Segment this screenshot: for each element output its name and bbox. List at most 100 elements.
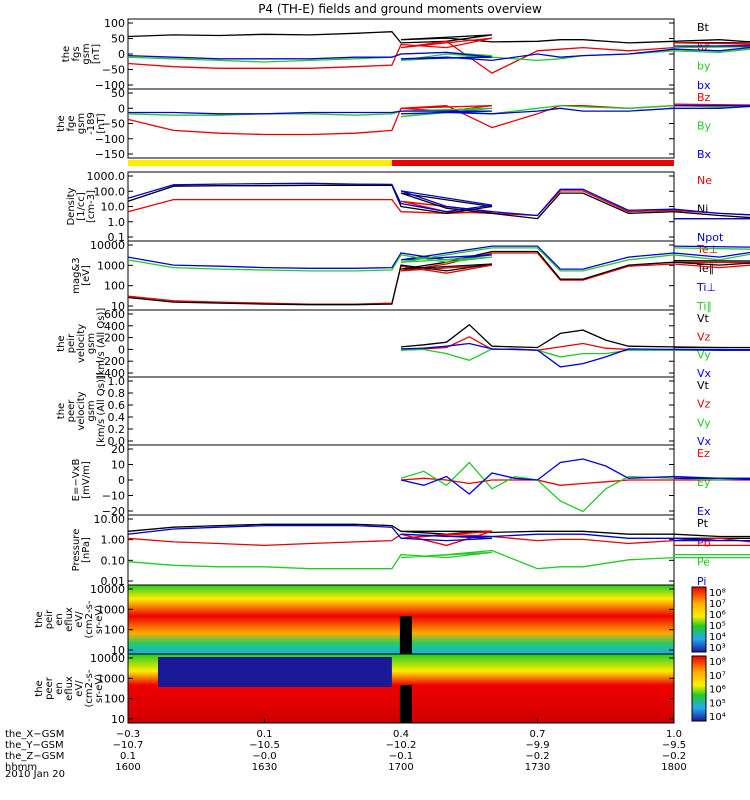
panel-fge: 50 0 −50 −100 −150 the fge gsm -189 [nT] Bz By Bx	[56, 87, 750, 161]
x-row-value: −0.1	[389, 751, 413, 762]
peir_spec-colorbar	[691, 586, 707, 653]
y-tick-label: 1.0	[108, 375, 126, 388]
y-axis-label: peer	[66, 399, 77, 423]
y-tick-label: −20	[102, 505, 125, 518]
y-axis-label: gsm	[81, 43, 92, 64]
mode-bar	[128, 160, 674, 166]
y-tick-label: 10000	[90, 239, 125, 252]
y-axis-label: peir	[66, 333, 77, 353]
colorbar-tick-label: 10³	[709, 643, 726, 654]
y-tick-label: 10	[111, 644, 125, 657]
fge-frame	[127, 88, 675, 159]
y-axis-label: sr-eV)	[94, 674, 105, 703]
y-axis-label: the	[61, 46, 72, 62]
x-row-value: −0.3	[116, 729, 140, 740]
y-axis-label: eV/	[74, 611, 85, 628]
colorbar-tick-label: 10⁸	[709, 588, 726, 599]
y-axis-label: the	[34, 680, 45, 696]
y-axis-label: the	[56, 403, 67, 419]
y-tick-label: 50	[111, 33, 125, 46]
legend-peir_vel-1: Vz	[697, 330, 711, 343]
series-fgs-bx	[127, 45, 750, 62]
x-row-value: 1800	[661, 762, 686, 773]
mode-bar-fast-survey	[391, 160, 674, 166]
legend-density-1: Ni	[697, 203, 708, 216]
x-row-value: 0.1	[120, 751, 136, 762]
plot-title: P4 (TH-E) fields and ground moments over…	[258, 2, 542, 16]
peer_vel-frame	[127, 376, 675, 446]
y-axis-label: peer	[44, 676, 55, 700]
colorbar-tick-label: 10⁴	[709, 712, 726, 723]
legend-fge-1: By	[697, 120, 712, 133]
peir_vel-frame	[127, 309, 675, 378]
y-tick-label: 10000	[90, 583, 125, 596]
y-axis-label: (cm2-s-	[84, 669, 95, 707]
y-tick-label: 600	[104, 308, 125, 321]
y-axis-label: gsm	[86, 400, 97, 421]
y-tick-label: 0.6	[108, 399, 126, 412]
y-tick-label: 1.0	[108, 216, 126, 229]
legend-pressure-0: Pt	[697, 517, 709, 530]
y-axis-label: [nT]	[91, 44, 102, 64]
y-axis-label: velocity	[76, 391, 87, 430]
peir_spec-data-gap	[399, 616, 412, 654]
y-axis-label: E=−VxB	[71, 459, 82, 502]
x-row-value: 1600	[115, 762, 140, 773]
peer_spec-colorbar	[691, 655, 707, 722]
series-fgs-by	[127, 46, 750, 63]
legend-pressure-3: Pi	[697, 575, 706, 588]
series-pressure-Pi	[127, 524, 750, 542]
y-axis-label: fgs	[71, 46, 82, 61]
colorbar-tick-label: 10⁷	[709, 599, 726, 610]
x-row-value: 0.4	[393, 729, 409, 740]
series-fgs-Bt	[127, 31, 750, 44]
y-tick-label: 1.00	[101, 534, 126, 547]
panel-peer_vel: 1.00.80.60.40.20.0 the peer velocity gsm [km/…	[56, 375, 712, 448]
y-tick-label: 0	[118, 48, 125, 61]
y-tick-label: 0.4	[108, 411, 126, 424]
legend-fgs-3: bx	[697, 79, 711, 92]
y-tick-label: 100	[104, 693, 125, 706]
legend-peer_vel-2: Vy	[697, 416, 711, 429]
y-tick-label: −50	[102, 64, 125, 77]
y-tick-label: 0	[118, 343, 125, 356]
legend-peir_vel-3: Vx	[697, 367, 712, 380]
panel-temperature: 10000 1000 100 10 mag&3 [eV] Te⊥ Te∥ Ti⊥ Ti∥	[71, 239, 750, 313]
x-row-value: 1.0	[666, 729, 682, 740]
legend-efield-2: Ex	[697, 505, 711, 518]
y-axis-label: [nT]	[96, 113, 107, 133]
y-tick-label: 20	[111, 443, 125, 456]
y-axis-label: Density	[66, 187, 77, 225]
y-tick-label: 100	[104, 624, 125, 637]
legend-temperature-2: Ti⊥	[696, 281, 716, 294]
peer_spec-data-gap	[399, 685, 412, 723]
temperature-frame	[127, 240, 675, 311]
colorbar-tick-label: 10⁴	[709, 632, 726, 643]
y-tick-label: 0.01	[101, 575, 126, 588]
y-axis-label: sr-eV)	[94, 605, 105, 634]
legend-efield-0: Ez	[697, 447, 710, 460]
legend-temperature-3: Ti∥	[696, 300, 712, 313]
y-tick-label: −150	[95, 148, 125, 161]
legend-peer_vel-0: Vt	[697, 379, 710, 392]
y-axis-label: eflux	[64, 676, 75, 701]
x-row-value: 1730	[525, 762, 550, 773]
y-tick-label: 0.10	[101, 554, 126, 567]
y-tick-label: 1000	[97, 672, 125, 685]
y-axis-label: velocity	[76, 324, 87, 363]
y-axis-label: en	[54, 613, 65, 626]
y-axis-label: the	[56, 335, 67, 351]
y-tick-label: 10	[111, 713, 125, 726]
y-tick-label: 400	[104, 320, 125, 333]
y-tick-label: 200	[104, 332, 125, 345]
y-axis-label: gsm	[86, 333, 97, 354]
y-axis-label: [mV/m]	[81, 461, 92, 499]
y-tick-label: 10000	[90, 652, 125, 665]
legend-temperature-1: Te∥	[696, 262, 714, 275]
y-tick-label: 100	[104, 17, 125, 30]
y-axis-label: [1/cc]	[76, 192, 87, 221]
y-axis-label: (cm2-s-	[84, 600, 95, 638]
series-pressure-Pe	[127, 549, 750, 570]
